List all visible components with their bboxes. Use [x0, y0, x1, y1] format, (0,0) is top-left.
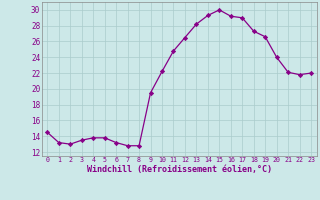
- X-axis label: Windchill (Refroidissement éolien,°C): Windchill (Refroidissement éolien,°C): [87, 165, 272, 174]
